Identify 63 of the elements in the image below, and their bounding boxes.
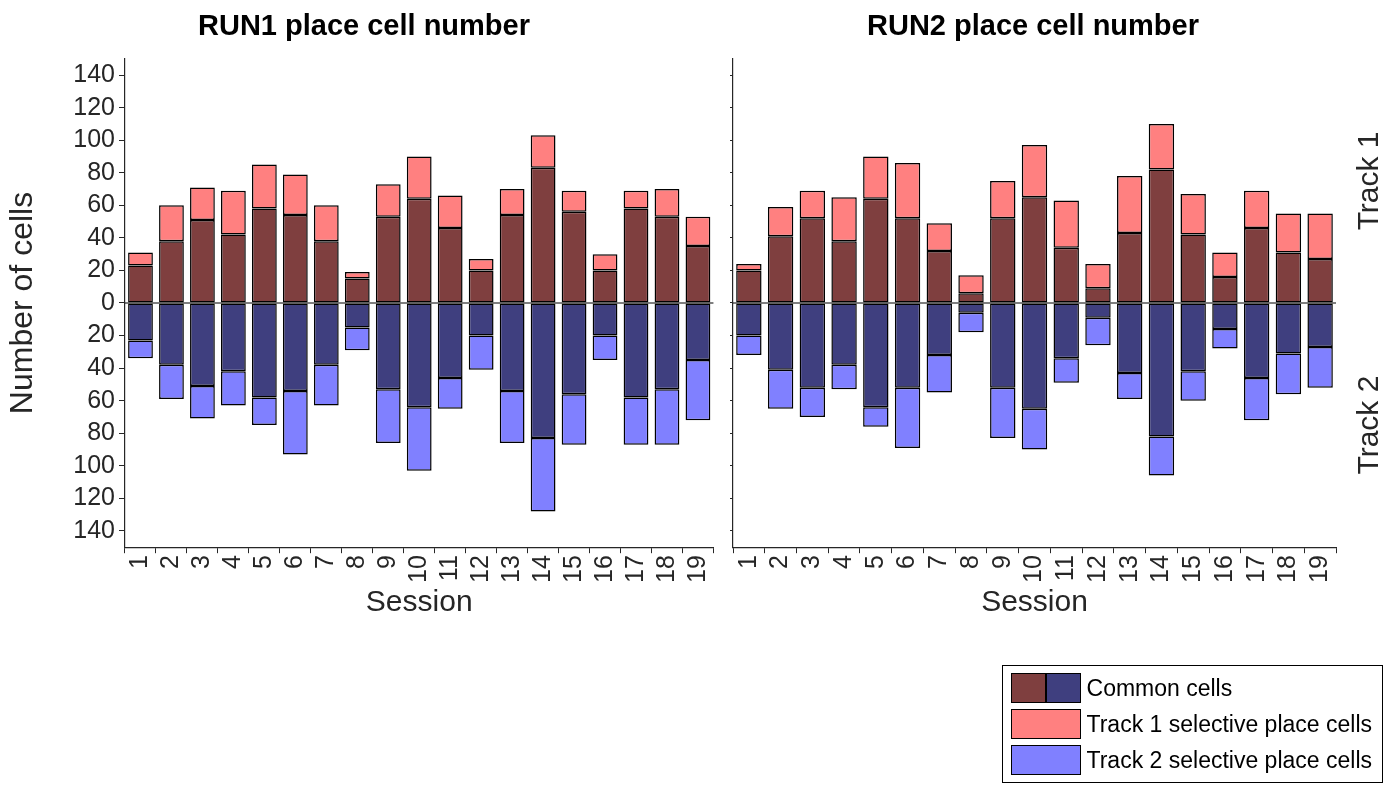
x-tick-label: 5 <box>859 555 888 570</box>
y-tick-label: 60 <box>87 189 115 218</box>
x-tick-label: 10 <box>1018 555 1047 583</box>
x-tick-label: 4 <box>827 555 856 570</box>
x-tick-label: 1 <box>124 555 153 570</box>
y-tick-label: 20 <box>87 319 115 348</box>
x-tick-label: 19 <box>681 555 710 583</box>
x-tick-label: 8 <box>341 555 370 570</box>
x-tick-label: 4 <box>217 555 246 570</box>
y-tick-label: 80 <box>87 156 115 185</box>
x-axis-title: Session <box>365 584 473 618</box>
y-tick-label: 20 <box>87 254 115 283</box>
text: Track 1 <box>1351 131 1385 231</box>
x-tick-label: 16 <box>1208 555 1237 583</box>
text: Track 2 <box>1351 375 1385 475</box>
x-axis-title: Session <box>981 584 1088 618</box>
x-tick-label: 15 <box>1177 555 1206 583</box>
x-tick-label: 3 <box>796 555 825 570</box>
y-tick-label: 40 <box>87 221 115 250</box>
y-tick-label: 40 <box>87 352 115 381</box>
x-tick-label: 6 <box>279 555 308 570</box>
chart-title: RUN2 place cell number <box>867 9 1199 42</box>
x-tick-label: 2 <box>155 555 184 570</box>
x-tick-label: 5 <box>248 555 277 570</box>
x-tick-label: 11 <box>1050 555 1079 582</box>
x-tick-label: 7 <box>923 555 952 570</box>
y-tick-label: 100 <box>73 449 115 478</box>
x-tick-label: 18 <box>1272 555 1301 583</box>
x-tick-label: 3 <box>186 555 215 570</box>
legend-label: Track 2 selective place cells <box>1086 746 1372 774</box>
legend-label: Track 1 selective place cells <box>1086 710 1372 738</box>
x-tick-label: 14 <box>526 555 555 583</box>
x-tick-label: 17 <box>619 555 648 583</box>
x-tick-label: 19 <box>1304 555 1333 583</box>
x-tick-label: 12 <box>465 555 494 583</box>
x-tick-label: 15 <box>557 555 586 583</box>
x-tick-label: 12 <box>1081 555 1110 583</box>
x-tick-label: 10 <box>403 555 432 583</box>
x-tick-label: 13 <box>496 555 525 583</box>
y-tick-label: 140 <box>73 514 115 543</box>
y-tick-label: 120 <box>73 91 115 120</box>
legend-label: Common cells <box>1086 674 1233 702</box>
y-tick-label: 100 <box>73 124 115 153</box>
x-tick-label: 9 <box>372 555 401 570</box>
y-tick-label: 120 <box>73 482 115 511</box>
y-tick-label: 140 <box>73 58 115 87</box>
x-tick-label: 1 <box>732 555 761 570</box>
x-tick-label: 14 <box>1145 555 1174 583</box>
x-tick-label: 6 <box>891 555 920 570</box>
x-tick-label: 2 <box>764 555 793 570</box>
chart-title: RUN1 place cell number <box>198 9 530 42</box>
x-tick-label: 16 <box>588 555 617 583</box>
x-tick-label: 7 <box>310 555 339 570</box>
x-tick-label: 9 <box>986 555 1015 570</box>
x-tick-label: 13 <box>1113 555 1142 583</box>
x-tick-label: 17 <box>1240 555 1269 583</box>
y-tick-label: 60 <box>87 384 115 413</box>
y-axis-title: Number of cells <box>3 191 40 415</box>
y-tick-label: 80 <box>87 417 115 446</box>
x-tick-label: 8 <box>954 555 983 570</box>
y-tick-label: 0 <box>101 286 115 315</box>
x-tick-label: 18 <box>650 555 679 583</box>
x-tick-label: 11 <box>434 555 463 582</box>
